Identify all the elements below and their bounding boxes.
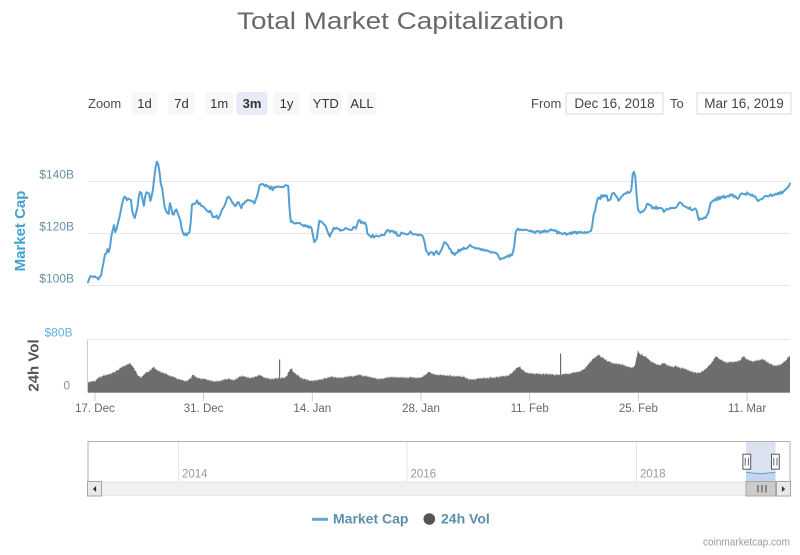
svg-text:$120B: $120B xyxy=(39,220,74,234)
svg-text:Mar 16, 2019: Mar 16, 2019 xyxy=(704,96,784,111)
svg-text:2018: 2018 xyxy=(640,469,666,481)
svg-text:ALL: ALL xyxy=(350,96,373,111)
svg-text:7d: 7d xyxy=(174,96,188,111)
svg-text:25. Feb: 25. Feb xyxy=(619,403,658,415)
svg-text:11. Mar: 11. Mar xyxy=(728,403,766,415)
svg-text:Market Cap: Market Cap xyxy=(333,511,408,527)
svg-text:Zoom: Zoom xyxy=(88,96,121,111)
svg-text:14. Jan: 14. Jan xyxy=(293,403,331,415)
svg-text:17. Dec: 17. Dec xyxy=(75,403,115,415)
svg-text:Dec 16, 2018: Dec 16, 2018 xyxy=(574,96,654,111)
svg-text:coinmarketcap.com: coinmarketcap.com xyxy=(703,537,790,549)
svg-text:To: To xyxy=(670,96,684,111)
svg-text:31. Dec: 31. Dec xyxy=(184,403,224,415)
svg-text:From: From xyxy=(531,96,561,111)
svg-text:2016: 2016 xyxy=(411,469,437,481)
svg-text:$140B: $140B xyxy=(39,168,74,182)
svg-text:1y: 1y xyxy=(280,96,294,111)
svg-text:Total Market Capitalization: Total Market Capitalization xyxy=(237,8,564,35)
svg-text:11. Feb: 11. Feb xyxy=(511,403,549,415)
svg-text:3m: 3m xyxy=(243,96,262,111)
svg-text:0: 0 xyxy=(63,379,70,393)
svg-text:24h Vol: 24h Vol xyxy=(26,339,43,391)
svg-text:1m: 1m xyxy=(210,96,228,111)
svg-text:28. Jan: 28. Jan xyxy=(402,403,440,415)
svg-text:Market Cap: Market Cap xyxy=(12,191,29,272)
svg-text:$100B: $100B xyxy=(39,272,74,286)
svg-text:1d: 1d xyxy=(137,96,151,111)
svg-text:$80B: $80B xyxy=(44,326,72,340)
svg-text:2014: 2014 xyxy=(182,469,208,481)
svg-text:24h Vol: 24h Vol xyxy=(441,511,490,527)
svg-text:YTD: YTD xyxy=(313,96,339,111)
